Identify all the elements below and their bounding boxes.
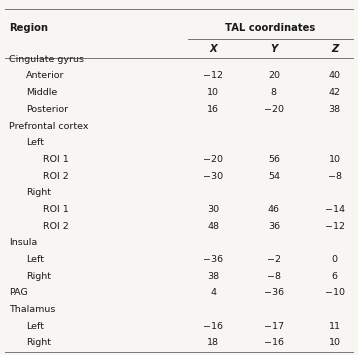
- Text: 36: 36: [268, 222, 280, 231]
- Text: Cingulate gyrus: Cingulate gyrus: [9, 55, 84, 64]
- Text: PAG: PAG: [9, 288, 28, 297]
- Text: −10: −10: [325, 288, 345, 297]
- Text: Left: Left: [26, 138, 44, 147]
- Text: ROI 2: ROI 2: [43, 171, 69, 181]
- Text: ROI 1: ROI 1: [43, 155, 69, 164]
- Text: 56: 56: [268, 155, 280, 164]
- Text: −14: −14: [325, 205, 345, 214]
- Text: −36: −36: [203, 255, 223, 264]
- Text: 40: 40: [329, 71, 341, 81]
- Text: 8: 8: [271, 88, 277, 97]
- Text: 11: 11: [329, 322, 341, 331]
- Text: −12: −12: [325, 222, 345, 231]
- Text: 6: 6: [332, 272, 338, 281]
- Text: −12: −12: [203, 71, 223, 81]
- Text: Region: Region: [9, 23, 48, 33]
- Text: 10: 10: [329, 155, 341, 164]
- Text: 38: 38: [329, 105, 341, 114]
- Text: 20: 20: [268, 71, 280, 81]
- Text: 10: 10: [329, 338, 341, 348]
- Text: Thalamus: Thalamus: [9, 305, 55, 314]
- Text: Anterior: Anterior: [26, 71, 65, 81]
- Text: Middle: Middle: [26, 88, 57, 97]
- Text: 38: 38: [207, 272, 219, 281]
- Text: 46: 46: [268, 205, 280, 214]
- Text: Right: Right: [26, 188, 51, 197]
- Text: TAL coordinates: TAL coordinates: [225, 23, 315, 33]
- Text: Left: Left: [26, 322, 44, 331]
- Text: −30: −30: [203, 171, 223, 181]
- Text: Right: Right: [26, 272, 51, 281]
- Text: 18: 18: [207, 338, 219, 348]
- Text: Posterior: Posterior: [26, 105, 68, 114]
- Text: −17: −17: [264, 322, 284, 331]
- Text: −8: −8: [328, 171, 342, 181]
- Text: Y: Y: [270, 44, 277, 54]
- Text: X: X: [209, 44, 217, 54]
- Text: −20: −20: [264, 105, 284, 114]
- Text: ROI 2: ROI 2: [43, 222, 69, 231]
- Text: 16: 16: [207, 105, 219, 114]
- Text: 54: 54: [268, 171, 280, 181]
- Text: Prefrontal cortex: Prefrontal cortex: [9, 121, 88, 131]
- Text: −16: −16: [203, 322, 223, 331]
- Text: 0: 0: [332, 255, 338, 264]
- Text: −36: −36: [264, 288, 284, 297]
- Text: 30: 30: [207, 205, 219, 214]
- Text: Left: Left: [26, 255, 44, 264]
- Text: Z: Z: [331, 44, 338, 54]
- Text: −20: −20: [203, 155, 223, 164]
- Text: −16: −16: [264, 338, 284, 348]
- Text: ROI 1: ROI 1: [43, 205, 69, 214]
- Text: 4: 4: [210, 288, 216, 297]
- Text: −8: −8: [267, 272, 281, 281]
- Text: Insula: Insula: [9, 238, 37, 247]
- Text: 42: 42: [329, 88, 341, 97]
- Text: 10: 10: [207, 88, 219, 97]
- Text: Right: Right: [26, 338, 51, 348]
- Text: −2: −2: [267, 255, 281, 264]
- Text: 48: 48: [207, 222, 219, 231]
